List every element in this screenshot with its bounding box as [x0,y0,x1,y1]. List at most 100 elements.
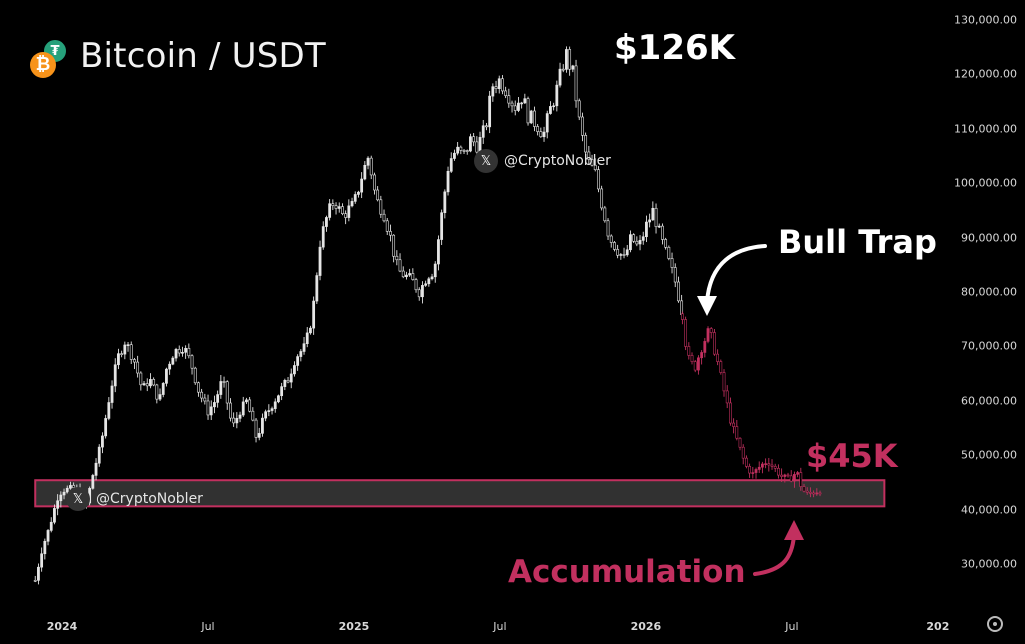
candle [472,133,476,147]
candle-body [360,178,364,193]
candle-body [777,468,780,476]
candle [673,263,677,288]
candle [197,381,200,397]
candle [629,230,632,253]
candle [289,368,293,389]
candle-body [302,343,306,352]
candle-body [677,281,680,302]
candle-body [805,490,809,493]
candle [113,358,117,393]
candle [305,327,309,348]
candle [280,382,284,401]
candle-body [625,249,629,256]
candle [677,276,680,303]
candle [491,83,495,102]
highlighted-candle [697,355,700,375]
highlighted-candle [764,458,768,469]
candle-body [722,372,726,392]
candle-body [590,159,594,166]
candle [417,287,421,301]
candle [456,141,460,156]
candle-body [713,332,716,355]
candle-body [485,125,488,128]
candle [664,237,668,250]
candle-body [414,279,418,291]
candle-body [139,372,143,386]
candle-body [177,349,181,354]
candle [661,223,664,245]
candle [363,161,367,181]
highlighted-candle [754,467,758,479]
y-tick-label: 50,000.00 [961,448,1017,462]
candle [411,268,415,281]
candle-body [581,116,584,136]
highlighted-candle [818,490,822,497]
candle [545,110,549,139]
highlighted-candle [751,466,755,479]
candle [174,347,178,362]
candle [158,388,162,402]
candle-body [703,341,707,353]
candle-body [405,274,408,278]
candle-body [641,236,645,241]
candle [139,371,143,391]
candle-body [638,240,642,245]
candle [350,197,354,208]
candle-body [168,363,172,370]
candle-body [347,205,351,218]
candle [651,201,655,221]
candle-body [574,65,578,102]
candle-body [321,226,325,248]
candle [293,361,296,377]
candle [209,400,213,421]
candle [302,337,306,355]
candle-body [494,86,498,90]
highlighted-candle [735,419,739,441]
bull-trap-arrow [705,244,767,304]
candle-body [661,225,664,240]
candle [168,361,172,375]
candle-body [328,203,332,218]
candle [437,235,440,271]
candle [465,149,469,155]
candle-body [818,492,822,495]
candle-body [235,418,239,424]
candle-body [622,254,626,256]
candle-body [670,258,674,268]
candle [136,355,140,378]
candle [625,244,629,257]
candle [366,156,370,170]
candle-body [398,259,402,272]
settings-gear-icon[interactable] [987,616,1003,632]
candle-body [232,417,236,424]
candle-body [735,426,739,439]
candle [526,96,530,126]
candle-body [430,276,434,280]
candle [40,547,44,572]
candle [635,236,639,247]
candle-body [504,90,508,96]
candle [325,215,328,232]
bitcoin-icon: ₿ [30,52,56,78]
annotation-arrows [697,244,804,576]
candle [638,235,642,251]
candle-body [379,199,383,215]
candle-body [446,171,450,193]
support-price-label: $45K [806,437,898,475]
candles-layer [33,46,822,585]
candle [206,394,210,420]
candle [187,343,191,359]
candle-body [789,475,793,482]
candle [529,109,533,125]
candle [334,202,338,215]
candle-body [764,463,768,465]
candle-body [104,418,108,437]
candle-body [751,472,755,474]
candle-body [277,395,280,403]
highlighted-candle [809,487,812,498]
candle-body [213,402,216,408]
candle [376,186,380,202]
candle-body [469,136,472,152]
candle [408,268,412,277]
candle-body [312,300,316,329]
